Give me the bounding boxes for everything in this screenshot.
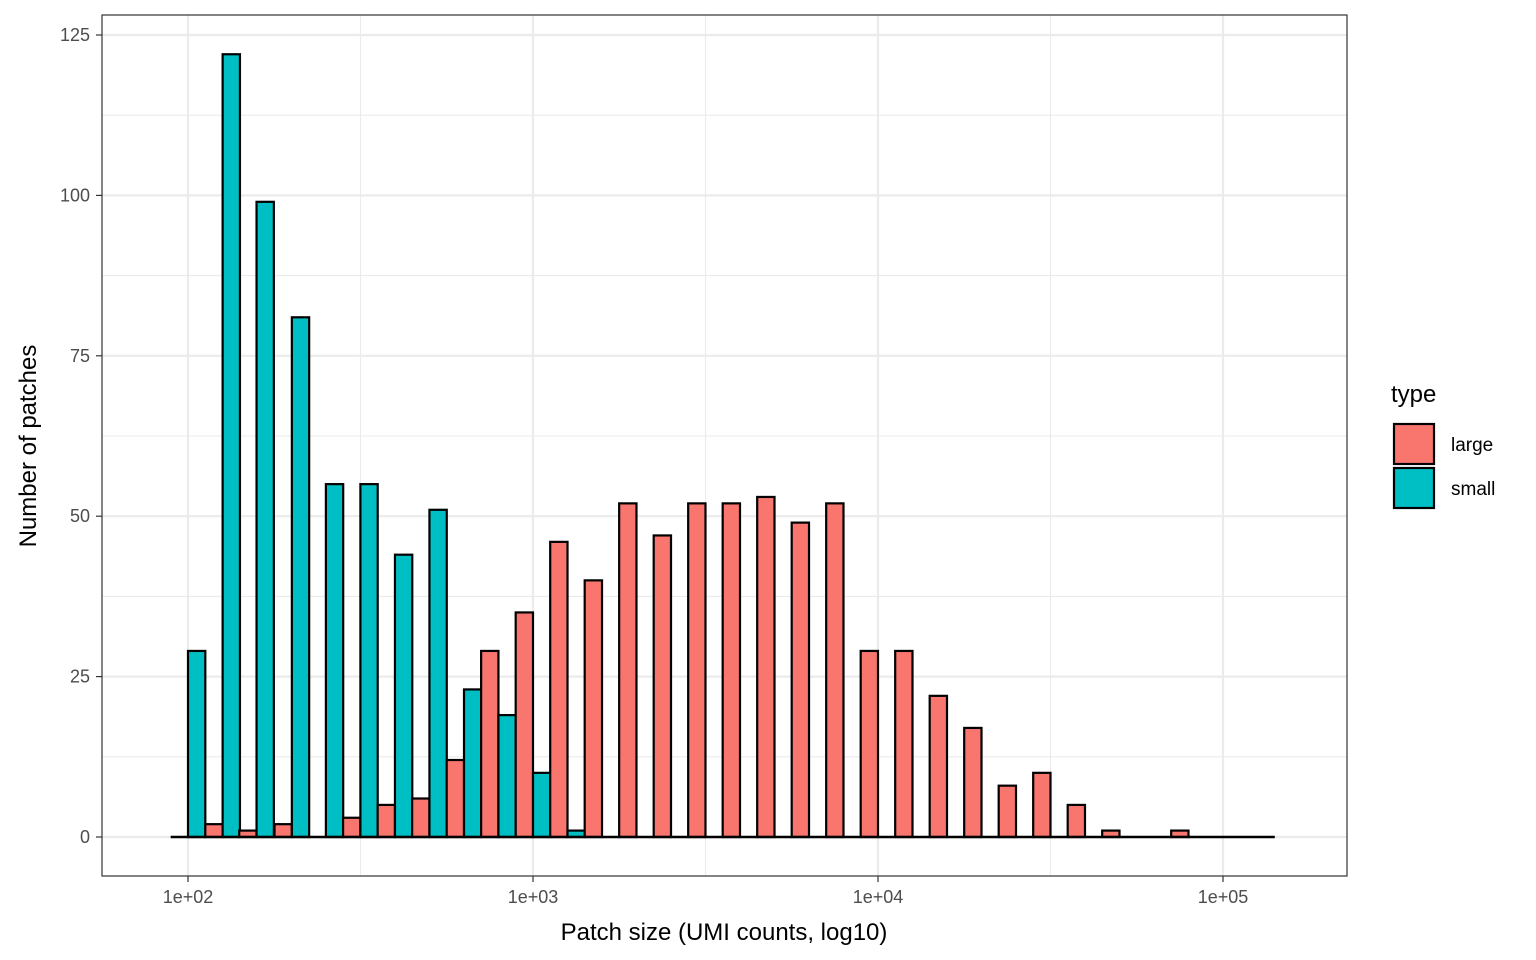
bar-large	[480, 649, 500, 839]
y-tick-label: 25	[70, 667, 90, 687]
x-tick-label: 1e+03	[508, 887, 559, 907]
bar-large	[859, 649, 880, 839]
x-axis-title: Patch size (UMI counts, log10)	[561, 919, 888, 946]
y-tick-label: 125	[60, 25, 90, 45]
bar-large	[411, 797, 431, 839]
bar-small	[428, 508, 448, 839]
y-tick-label: 50	[70, 506, 90, 526]
bars	[186, 53, 1190, 839]
bar-large	[963, 726, 983, 839]
bar-small	[290, 316, 311, 839]
bar-large	[273, 823, 293, 839]
y-tick-label: 75	[70, 346, 90, 366]
x-tick-label: 1e+04	[853, 887, 904, 907]
bar-large	[549, 540, 569, 839]
y-tick-label: 0	[80, 827, 90, 847]
bar-large	[376, 803, 397, 839]
bar-small	[324, 483, 345, 839]
x-tick-label: 1e+02	[163, 887, 214, 907]
bar-large	[825, 502, 845, 839]
bar-large	[1032, 771, 1052, 839]
legend-key-small	[1392, 466, 1436, 510]
bar-large	[652, 534, 673, 839]
plot-panel-border	[101, 14, 1348, 877]
bar-large	[790, 521, 811, 839]
bar-large	[341, 816, 362, 839]
bar-small	[462, 688, 483, 839]
legend-label-large: large	[1451, 435, 1493, 456]
legend-items: large small	[1392, 422, 1495, 510]
bar-large	[204, 823, 224, 839]
x-axis-ticks	[187, 876, 1224, 882]
bar-large	[618, 502, 638, 839]
bar-large	[445, 758, 466, 839]
x-axis-tick-labels: 1e+02 1e+03 1e+04 1e+05	[163, 887, 1249, 907]
y-axis-title: Number of patches	[15, 345, 42, 548]
bar-large	[514, 611, 535, 839]
legend: type large small	[1391, 381, 1495, 510]
y-axis-ticks	[96, 34, 102, 838]
bar-large	[756, 495, 776, 839]
bar-large	[583, 579, 604, 839]
bar-large	[997, 784, 1018, 839]
bar-small	[359, 483, 379, 839]
legend-label-small: small	[1451, 479, 1495, 500]
bar-small	[255, 200, 275, 839]
bar-large	[928, 694, 949, 839]
bar-large	[894, 649, 914, 839]
bar-large	[1066, 803, 1087, 839]
bar-small	[531, 771, 552, 839]
legend-title: type	[1391, 381, 1436, 408]
y-tick-label: 100	[60, 185, 90, 205]
bar-large	[721, 502, 742, 839]
bar-small	[186, 649, 207, 839]
bar-large	[687, 502, 707, 839]
x-tick-label: 1e+05	[1198, 887, 1249, 907]
bar-small	[221, 53, 242, 839]
legend-key-large	[1392, 422, 1436, 466]
y-axis-tick-labels: 0 25 50 75 100 125	[60, 25, 90, 847]
bar-small	[393, 553, 414, 839]
bar-small	[497, 713, 517, 839]
